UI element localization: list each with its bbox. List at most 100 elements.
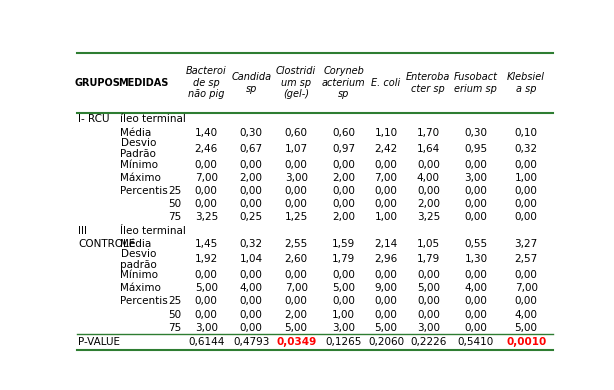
Text: 0,00: 0,00 — [195, 296, 218, 307]
Text: 0,67: 0,67 — [239, 144, 263, 154]
Text: 0,00: 0,00 — [195, 199, 218, 209]
Text: 3,00: 3,00 — [332, 323, 356, 333]
Text: 2,14: 2,14 — [375, 239, 398, 249]
Text: 25: 25 — [168, 186, 181, 196]
Text: Mínimo: Mínimo — [120, 160, 158, 170]
Text: 0,00: 0,00 — [465, 296, 488, 307]
Text: 0,00: 0,00 — [195, 270, 218, 280]
Text: 0,10: 0,10 — [515, 128, 538, 138]
Text: 4,00: 4,00 — [515, 310, 538, 320]
Text: 2,00: 2,00 — [239, 173, 263, 183]
Text: 0,00: 0,00 — [465, 199, 488, 209]
Text: 0,00: 0,00 — [375, 186, 397, 196]
Text: Clostridi
um sp
(gel-): Clostridi um sp (gel-) — [276, 66, 316, 99]
Text: 0,00: 0,00 — [465, 310, 488, 320]
Text: 1,25: 1,25 — [284, 213, 308, 222]
Text: 0,00: 0,00 — [332, 296, 355, 307]
Text: 0,00: 0,00 — [375, 296, 397, 307]
Text: 0,2226: 0,2226 — [410, 337, 446, 347]
Text: 1,00: 1,00 — [332, 310, 356, 320]
Text: 0,00: 0,00 — [515, 199, 538, 209]
Text: 0,00: 0,00 — [285, 296, 308, 307]
Text: 3,27: 3,27 — [515, 239, 538, 249]
Text: CONTROLE: CONTROLE — [78, 239, 136, 249]
Text: 0,00: 0,00 — [515, 296, 538, 307]
Text: 1,79: 1,79 — [332, 254, 356, 264]
Text: Percentis: Percentis — [120, 296, 168, 307]
Text: 7,00: 7,00 — [195, 173, 218, 183]
Text: Desvio
Padrão: Desvio Padrão — [120, 138, 157, 160]
Text: 0,00: 0,00 — [417, 270, 440, 280]
Text: 0,32: 0,32 — [515, 144, 538, 154]
Text: 0,00: 0,00 — [195, 160, 218, 170]
Text: III: III — [78, 225, 87, 236]
Text: 0,95: 0,95 — [464, 144, 488, 154]
Text: 4,00: 4,00 — [239, 283, 263, 293]
Text: 75: 75 — [168, 323, 181, 333]
Text: 0,6144: 0,6144 — [188, 337, 225, 347]
Text: 0,00: 0,00 — [375, 310, 397, 320]
Text: 5,00: 5,00 — [515, 323, 538, 333]
Text: 0,00: 0,00 — [417, 310, 440, 320]
Text: 0,00: 0,00 — [332, 199, 355, 209]
Text: Percentis: Percentis — [120, 186, 168, 196]
Text: 1,70: 1,70 — [417, 128, 440, 138]
Text: 1,40: 1,40 — [195, 128, 218, 138]
Text: 1,59: 1,59 — [332, 239, 356, 249]
Text: Íleo terminal: Íleo terminal — [120, 225, 187, 236]
Text: 5,00: 5,00 — [375, 323, 397, 333]
Text: 0,00: 0,00 — [240, 296, 263, 307]
Text: 0,97: 0,97 — [332, 144, 356, 154]
Text: 1,64: 1,64 — [417, 144, 440, 154]
Text: 0,00: 0,00 — [515, 160, 538, 170]
Text: 0,00: 0,00 — [285, 160, 308, 170]
Text: 0,00: 0,00 — [240, 323, 263, 333]
Text: 1,05: 1,05 — [417, 239, 440, 249]
Text: 1,07: 1,07 — [285, 144, 308, 154]
Text: 0,4793: 0,4793 — [233, 337, 270, 347]
Text: 0,0349: 0,0349 — [276, 337, 316, 347]
Text: Desvio
padrão: Desvio padrão — [120, 248, 157, 270]
Text: 0,30: 0,30 — [239, 128, 263, 138]
Text: 0,32: 0,32 — [239, 239, 263, 249]
Text: 9,00: 9,00 — [375, 283, 397, 293]
Text: Coryneb
acterium
sp: Coryneb acterium sp — [322, 66, 365, 99]
Text: 0,60: 0,60 — [285, 128, 308, 138]
Text: I- RCU: I- RCU — [78, 115, 110, 124]
Text: 2,42: 2,42 — [375, 144, 398, 154]
Text: 0,00: 0,00 — [332, 160, 355, 170]
Text: 1,00: 1,00 — [515, 173, 538, 183]
Text: 0,00: 0,00 — [332, 186, 355, 196]
Text: 1,00: 1,00 — [375, 213, 397, 222]
Text: 0,00: 0,00 — [417, 186, 440, 196]
Text: 0,00: 0,00 — [465, 270, 488, 280]
Text: 1,79: 1,79 — [417, 254, 440, 264]
Text: 2,46: 2,46 — [195, 144, 218, 154]
Text: P-VALUE: P-VALUE — [78, 337, 120, 347]
Text: 0,00: 0,00 — [375, 199, 397, 209]
Text: 5,00: 5,00 — [195, 283, 218, 293]
Text: 2,96: 2,96 — [375, 254, 398, 264]
Text: 5,00: 5,00 — [332, 283, 356, 293]
Text: 2,57: 2,57 — [515, 254, 538, 264]
Text: 0,00: 0,00 — [195, 186, 218, 196]
Text: 0,00: 0,00 — [375, 270, 397, 280]
Text: 3,00: 3,00 — [195, 323, 218, 333]
Text: 0,00: 0,00 — [515, 186, 538, 196]
Text: 3,25: 3,25 — [195, 213, 218, 222]
Text: 4,00: 4,00 — [417, 173, 440, 183]
Text: Enteroba
cter sp: Enteroba cter sp — [406, 72, 451, 94]
Text: 5,00: 5,00 — [417, 283, 440, 293]
Text: 0,00: 0,00 — [240, 186, 263, 196]
Text: Fusobact
erium sp: Fusobact erium sp — [454, 72, 498, 94]
Text: Candida
sp: Candida sp — [231, 72, 271, 94]
Text: 0,00: 0,00 — [417, 160, 440, 170]
Text: 1,04: 1,04 — [239, 254, 263, 264]
Text: 0,00: 0,00 — [465, 323, 488, 333]
Text: 0,00: 0,00 — [465, 186, 488, 196]
Text: 0,30: 0,30 — [464, 128, 488, 138]
Text: 0,00: 0,00 — [465, 160, 488, 170]
Text: 2,00: 2,00 — [417, 199, 440, 209]
Text: Máximo: Máximo — [120, 173, 161, 183]
Text: 0,55: 0,55 — [464, 239, 488, 249]
